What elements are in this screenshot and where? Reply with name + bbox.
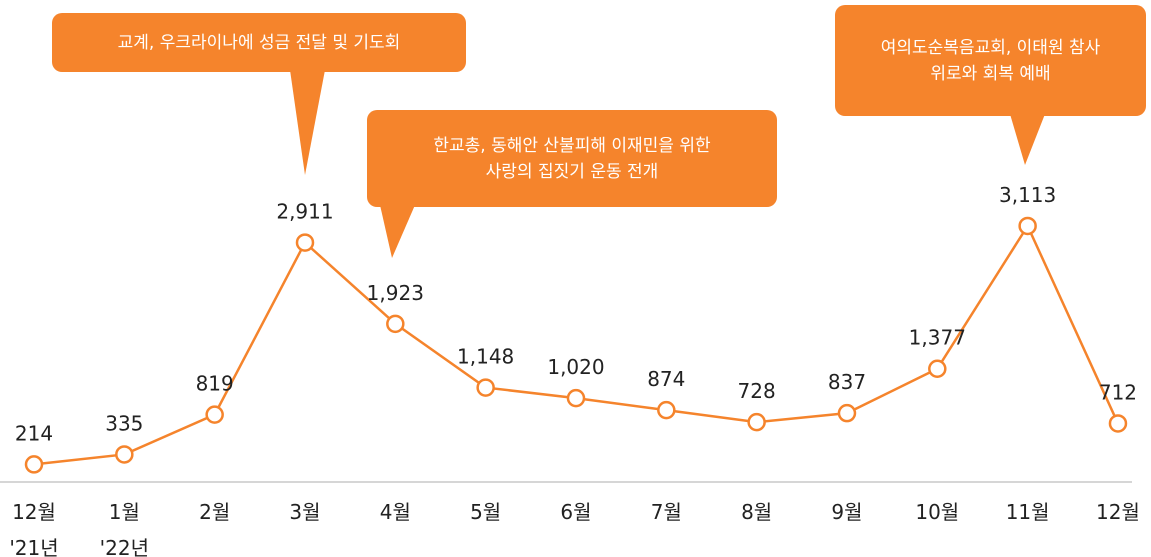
- marker: [1018, 216, 1037, 236]
- x-tick-label: 7월: [650, 500, 682, 524]
- data-label: 837: [828, 370, 866, 394]
- x-tick-label: 4월: [379, 500, 411, 524]
- callout-pointer: [290, 70, 325, 175]
- callout-pointer: [1010, 114, 1045, 165]
- marker: [115, 445, 134, 464]
- x-tick-label: 1월 '22년: [99, 500, 149, 557]
- data-label: 1,923: [367, 281, 424, 305]
- x-tick-label: 11월: [1005, 500, 1050, 524]
- x-tick-label: 2월: [199, 500, 231, 524]
- marker: [1108, 414, 1128, 433]
- data-label: 3,113: [999, 183, 1056, 207]
- callout: 교계, 우크라이나에 성금 전달 및 기도회: [52, 13, 466, 72]
- marker: [747, 412, 766, 432]
- data-label: 1,020: [547, 355, 604, 379]
- marker: [476, 378, 495, 397]
- callout-pointer: [380, 205, 415, 258]
- x-tick-label: 3월: [289, 500, 321, 524]
- marker: [205, 405, 224, 424]
- callout: 한교총, 동해안 산불피해 이재민을 위한 사랑의 집짓기 운동 전개: [367, 110, 777, 207]
- data-label: 2,911: [276, 200, 333, 224]
- data-label: 728: [738, 379, 776, 403]
- marker: [386, 314, 405, 334]
- data-label: 1,377: [909, 326, 966, 350]
- x-tick-label: 5월: [470, 500, 502, 524]
- data-label: 1,148: [457, 345, 514, 369]
- marker: [566, 388, 586, 408]
- marker: [295, 233, 315, 252]
- data-label: 335: [105, 411, 143, 435]
- marker: [657, 400, 676, 420]
- x-tick-label: 12월 '21년: [9, 500, 59, 557]
- data-label: 214: [15, 421, 53, 445]
- x-tick-label: 6월: [560, 500, 592, 524]
- x-tick-label: 10월: [915, 500, 960, 524]
- x-tick-label: 9월: [831, 500, 863, 524]
- x-tick-label: 12월: [1096, 500, 1140, 524]
- data-label: 712: [1099, 380, 1137, 404]
- callout: 여의도순복음교회, 이태원 참사 위로와 회복 예배: [835, 5, 1146, 116]
- data-label: 874: [647, 367, 685, 391]
- marker: [24, 455, 44, 474]
- marker: [928, 359, 947, 378]
- x-tick-label: 8월: [741, 500, 773, 524]
- data-label: 819: [196, 372, 234, 396]
- marker: [837, 403, 857, 423]
